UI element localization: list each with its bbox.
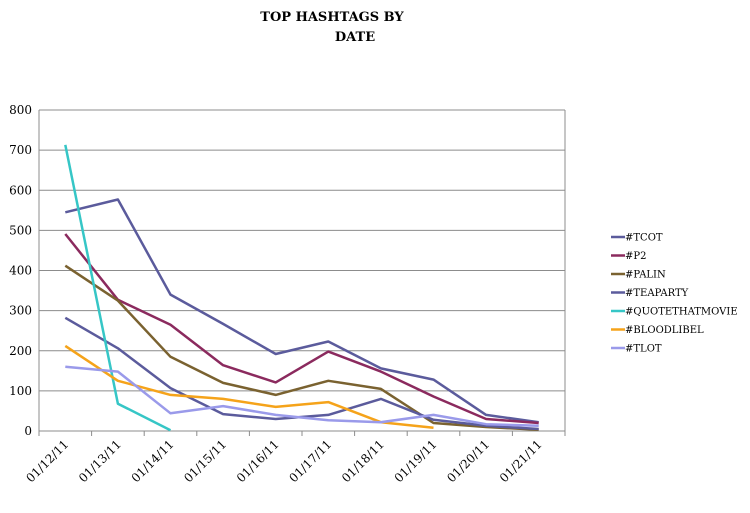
x-tick-label: 01/12/11 (23, 437, 71, 485)
x-tick-label: 01/21/11 (497, 437, 545, 485)
x-tick-label: 01/18/11 (339, 437, 387, 485)
series-line-p2 (64, 233, 539, 425)
x-tick-label: 01/17/11 (286, 437, 334, 485)
y-axis-tick-labels: 0 100 200 300 400 500 600 700 800 (9, 103, 32, 438)
series-line-palin (64, 264, 539, 432)
y-tick-label: 300 (9, 304, 32, 318)
y-tick-label: 200 (9, 344, 32, 358)
y-tick-label: 0 (24, 424, 32, 438)
series-line-tcot (65, 198, 539, 424)
legend-label: #TLOT (625, 344, 662, 355)
series-line-tlot (65, 365, 539, 428)
legend: #TCOT #P2 #PALIN #TEAPARTY #QUOTETHATMOVIE #B… (611, 233, 738, 355)
y-tick-label: 500 (9, 223, 32, 237)
x-tick-label: 01/19/11 (392, 437, 440, 485)
y-tick-label: 400 (9, 264, 32, 278)
series-lines (64, 144, 539, 432)
legend-label: #P2 (625, 251, 646, 262)
legend-label: #TCOT (625, 233, 663, 244)
x-tick-label: 01/13/11 (76, 437, 124, 485)
x-tick-label: 01/15/11 (181, 437, 229, 485)
legend-label: #BLOODLIBEL (625, 325, 704, 336)
axes (38, 110, 566, 436)
legend-label: #TEAPARTY (625, 288, 689, 299)
y-tick-label: 100 (9, 384, 32, 398)
x-tick-label: 01/16/11 (234, 437, 282, 485)
x-tick-label: 01/14/11 (129, 437, 177, 485)
chart-title-line-1: TOP HASHTAGS BY (260, 10, 404, 25)
y-tick-label: 800 (9, 103, 32, 117)
x-tick-label: 01/20/11 (444, 437, 492, 485)
chart-title-line-2: DATE (335, 30, 375, 45)
series-line-quotethatmovie (64, 144, 172, 432)
series-line-bloodlibel (64, 344, 434, 430)
legend-label: #QUOTETHATMOVIE (625, 307, 738, 318)
x-axis-tick-labels: 01/12/11 01/13/11 01/14/11 01/15/11 01/16/11… (23, 437, 544, 485)
y-tick-label: 600 (9, 183, 32, 197)
legend-label: #PALIN (625, 270, 666, 281)
y-tick-label: 700 (9, 143, 32, 157)
